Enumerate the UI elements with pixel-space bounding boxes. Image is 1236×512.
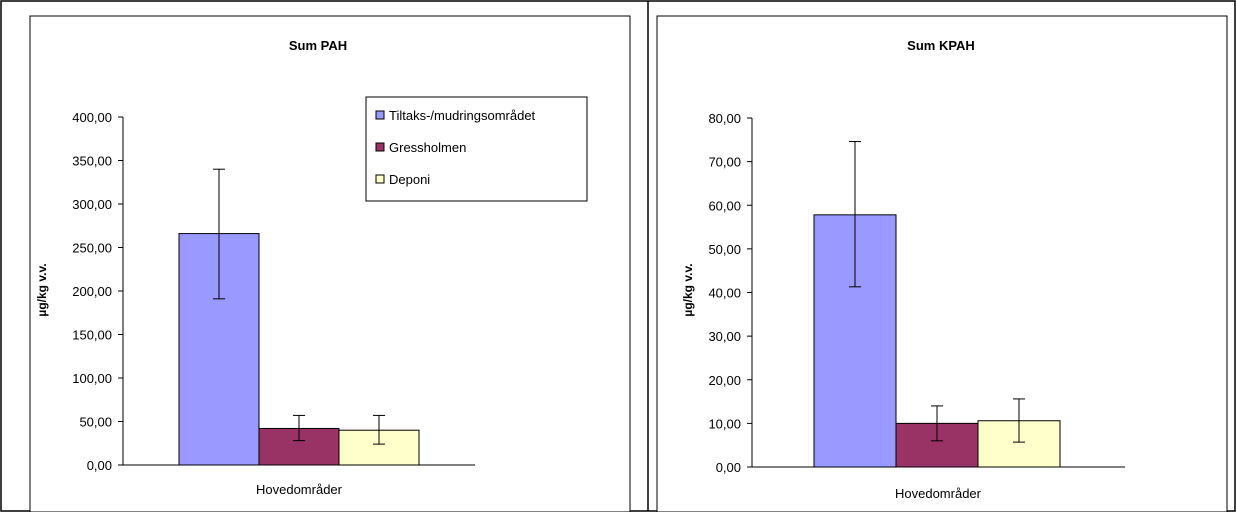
legend-label: Tiltaks-/mudringsområdet bbox=[389, 108, 536, 123]
legend-box bbox=[365, 96, 588, 202]
y-tick-label: 70,00 bbox=[708, 155, 741, 170]
x-axis-label: Hovedområder bbox=[256, 482, 343, 497]
chart-title: Sum KPAH bbox=[907, 38, 975, 53]
y-tick-label: 40,00 bbox=[708, 286, 741, 301]
y-tick-label: 30,00 bbox=[708, 329, 741, 344]
y-tick-label: 0,00 bbox=[716, 460, 741, 475]
y-tick-label: 100,00 bbox=[72, 371, 112, 386]
chart-sum-kpah: Sum KPAH µg/kg v.v. Hovedområder 0,00 10,… bbox=[656, 15, 1228, 512]
legend-label: Deponi bbox=[389, 172, 430, 187]
y-tick-label: 200,00 bbox=[72, 284, 112, 299]
legend-swatch bbox=[375, 110, 385, 120]
y-axis-label: µg/kg v.v. bbox=[35, 263, 49, 316]
y-tick-label: 50,00 bbox=[79, 415, 112, 430]
chart-title: Sum PAH bbox=[289, 38, 347, 53]
y-tick-label: 150,00 bbox=[72, 328, 112, 343]
legend-label: Gressholmen bbox=[389, 140, 466, 155]
y-tick-label: 50,00 bbox=[708, 242, 741, 257]
y-tick-label: 0,00 bbox=[87, 458, 112, 473]
y-tick-label: 10,00 bbox=[708, 416, 741, 431]
y-tick-label: 20,00 bbox=[708, 373, 741, 388]
legend-swatch bbox=[375, 174, 385, 184]
y-tick-label: 60,00 bbox=[708, 198, 741, 213]
legend-swatch bbox=[375, 142, 385, 152]
chart-sum-pah: Sum PAH µg/kg v.v. Hovedområder 0,00 50,0… bbox=[29, 15, 631, 512]
legend: Tiltaks-/mudringsområdet Gressholmen Depon… bbox=[365, 96, 588, 202]
y-axis-label: µg/kg v.v. bbox=[681, 263, 695, 316]
x-axis-label: Hovedområder bbox=[895, 486, 982, 501]
y-tick-label: 400,00 bbox=[72, 110, 112, 125]
y-tick-label: 300,00 bbox=[72, 197, 112, 212]
y-tick-label: 250,00 bbox=[72, 241, 112, 256]
y-tick-label: 350,00 bbox=[72, 154, 112, 169]
y-tick-label: 80,00 bbox=[708, 111, 741, 126]
